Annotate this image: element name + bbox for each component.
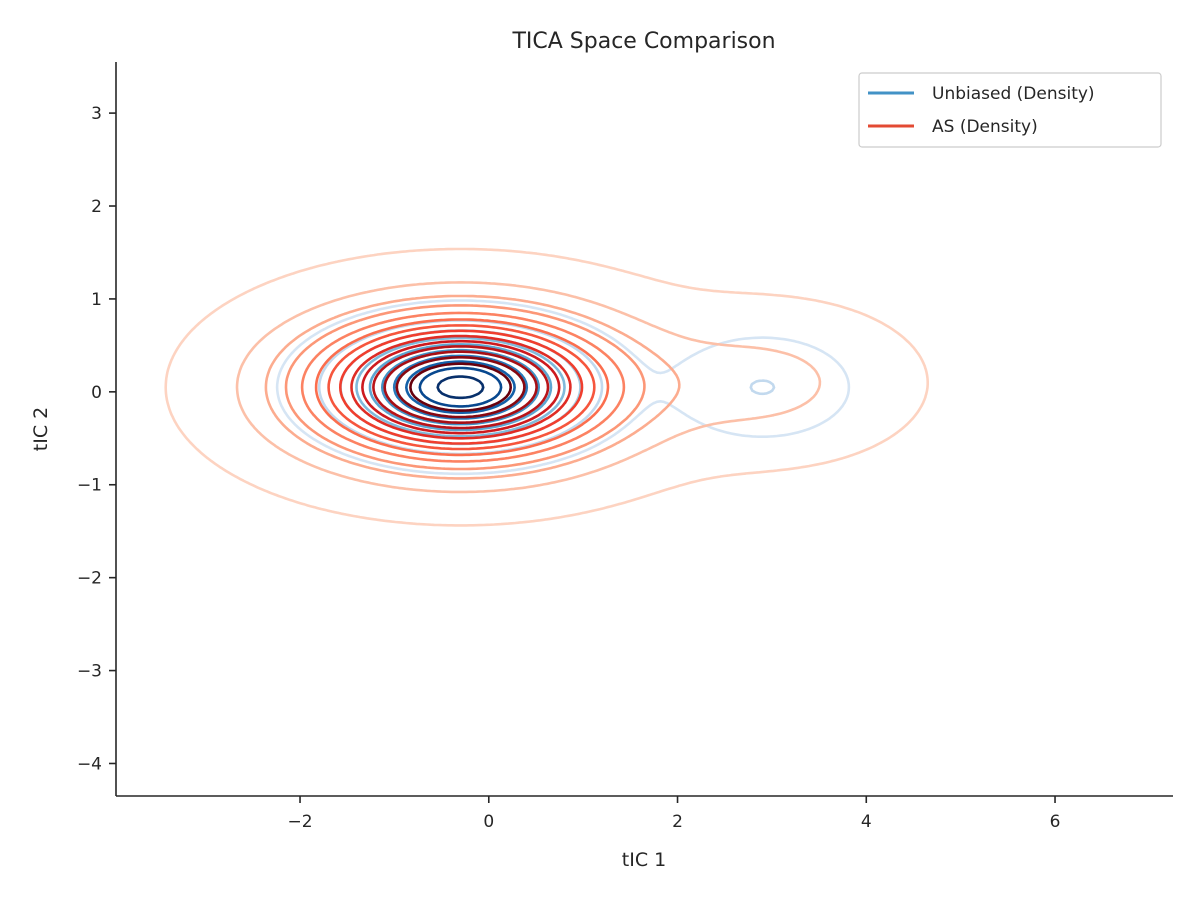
contour-line (314, 318, 610, 457)
series-as-contours (164, 247, 929, 527)
y-tick-label: −3 (77, 662, 102, 682)
y-tick-label: 0 (91, 383, 102, 403)
contour-line (350, 334, 572, 440)
contour-line (300, 311, 626, 463)
contour-line (383, 350, 538, 424)
contours-layer (164, 247, 929, 527)
contour-line (235, 281, 822, 494)
y-tick-label: 3 (91, 104, 102, 124)
y-axis-label: tIC 2 (30, 407, 52, 451)
contour-line (327, 324, 596, 451)
contour-line (284, 304, 646, 471)
x-tick-label: 0 (483, 812, 494, 832)
x-tick-label: 6 (1050, 812, 1061, 832)
contour-line (361, 339, 561, 435)
contour-line (372, 345, 550, 430)
contour-line (264, 294, 681, 480)
contour-line (355, 336, 566, 438)
contour-line (381, 348, 540, 426)
y-tick-label: 1 (91, 290, 102, 310)
legend-label: AS (Density) (932, 117, 1038, 137)
legend-label: Unbiased (Density) (932, 84, 1095, 104)
y-tick-label: −1 (77, 476, 102, 496)
legend-box (858, 72, 1162, 148)
contour-line (409, 362, 512, 412)
contour-line (395, 356, 526, 419)
contour-line (339, 329, 584, 445)
contour-line (418, 366, 503, 408)
axes-layer: −2 0 2 4 6 −4 −3 −2 −1 0 1 2 3 (77, 62, 1173, 832)
y-tick-label: −2 (77, 569, 102, 589)
y-tick-label: −4 (77, 754, 102, 774)
x-tick-label: 2 (672, 812, 683, 832)
x-tick-label: 4 (861, 812, 872, 832)
y-tick-label: 2 (91, 197, 102, 217)
legend: Unbiased (Density) AS (Density) (858, 72, 1162, 148)
contour-line (405, 360, 516, 414)
x-axis-label: tIC 1 (622, 849, 666, 871)
contour-line (164, 247, 929, 527)
contour-line (436, 375, 485, 400)
x-tick-label: −2 (288, 812, 313, 832)
chart-title: TICA Space Comparison (511, 29, 775, 54)
contour-line (392, 354, 529, 420)
contour-line (368, 343, 553, 432)
